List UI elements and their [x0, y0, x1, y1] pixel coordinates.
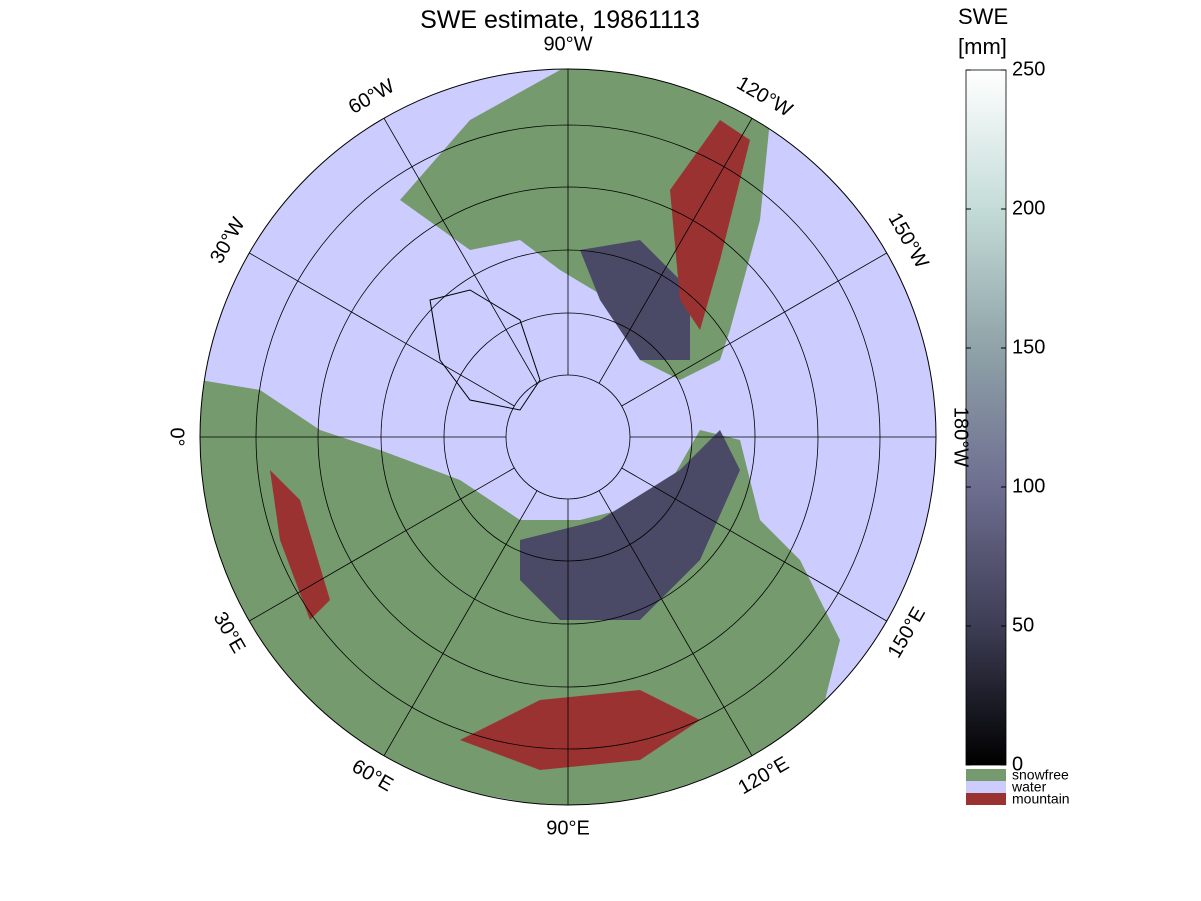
- meridian: [249, 252, 515, 407]
- meridian-label: 30°W: [206, 214, 250, 268]
- graticule: [200, 69, 936, 805]
- colorbar: SWE [mm] 0 50 100 150 200 250 snowfreewatermount…: [958, 4, 1070, 807]
- meridian-label: 90°W: [543, 33, 592, 55]
- rockies: [670, 120, 750, 330]
- meridian: [621, 252, 887, 407]
- meridian-label: 30°E: [209, 608, 250, 657]
- colorbar-tick-label: 200: [1012, 197, 1045, 219]
- colorbar-tick-label: 100: [1012, 475, 1045, 497]
- meridian: [621, 467, 887, 622]
- legend-swatch: [966, 769, 1006, 781]
- asia-mountains: [460, 690, 700, 770]
- meridian: [249, 467, 515, 622]
- meridian: [598, 490, 753, 756]
- colorbar-unit: [mm]: [958, 34, 1007, 59]
- meridian-label: 60°E: [348, 755, 397, 796]
- meridian-label: 0°: [166, 427, 188, 446]
- land: [200, 69, 840, 805]
- colorbar-title: SWE: [958, 4, 1008, 29]
- legend-swatch: [966, 781, 1006, 793]
- legend-swatch: [966, 793, 1006, 805]
- map-title: SWE estimate, 19861113: [420, 6, 700, 34]
- meridian-label: 90°E: [546, 817, 590, 839]
- meridian: [383, 490, 538, 756]
- map-border: [199, 68, 937, 806]
- colorbar-tick-label: 0: [1012, 753, 1023, 775]
- meridian-label: 60°W: [345, 75, 399, 119]
- meridian-label: 180°W: [950, 407, 972, 467]
- legend-label: mountain: [1012, 791, 1070, 807]
- colorbar-tick-label: 150: [1012, 336, 1045, 358]
- canada-snow: [580, 240, 690, 360]
- legend-label: water: [1011, 779, 1047, 795]
- meridian: [383, 118, 538, 384]
- scandinavia-mountains: [270, 470, 330, 620]
- meridian: [598, 118, 753, 384]
- legend-label: snowfree: [1012, 767, 1069, 783]
- colorbar-scale: [965, 69, 1007, 766]
- colorbar-tick-label: 250: [1012, 58, 1045, 80]
- colorbar-tick-label: 50: [1012, 614, 1034, 636]
